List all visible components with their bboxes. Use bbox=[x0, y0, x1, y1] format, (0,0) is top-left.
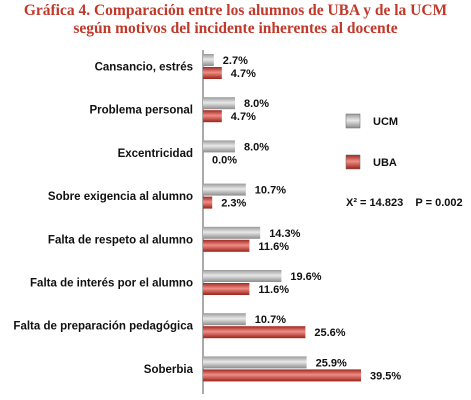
legend-swatch-ucm bbox=[345, 113, 361, 129]
bar-ucm bbox=[203, 270, 282, 282]
bar-ucm bbox=[203, 226, 261, 239]
category-label: Soberbia bbox=[144, 364, 194, 376]
value-label-ucm: 10.7% bbox=[255, 185, 286, 197]
value-label-ucm: 8.0% bbox=[244, 141, 269, 153]
bar-uba bbox=[203, 239, 250, 252]
bar-ucm bbox=[203, 97, 235, 110]
chart-title-line1: Gráfica 4. Comparación entre los alumnos… bbox=[23, 2, 448, 19]
bar-uba bbox=[203, 196, 213, 209]
chi-square-annotation: X² = 14.823 P = 0.002 bbox=[346, 197, 463, 209]
category-label: Problema personal bbox=[89, 105, 193, 117]
bar-ucm bbox=[203, 356, 307, 369]
bar-uba bbox=[203, 67, 222, 79]
bar-ucm bbox=[203, 54, 214, 66]
bar-ucm bbox=[203, 140, 235, 153]
value-label-ucm: 8.0% bbox=[244, 98, 269, 110]
legend-label-uba: UBA bbox=[373, 157, 397, 169]
value-label-uba: 11.6% bbox=[258, 241, 289, 253]
value-label-ucm: 25.9% bbox=[316, 357, 347, 369]
bar-uba bbox=[203, 326, 306, 339]
value-label-uba: 25.6% bbox=[314, 327, 345, 339]
value-label-ucm: 14.3% bbox=[269, 228, 300, 240]
legend-swatch-uba bbox=[345, 154, 361, 170]
chart-title-line2: según motivos del incidente inherentes a… bbox=[73, 20, 398, 37]
value-label-uba: 11.6% bbox=[258, 284, 289, 296]
chart-title: Gráfica 4. Comparación entre los alumnos… bbox=[0, 2, 471, 38]
bar-uba bbox=[203, 110, 222, 123]
category-label: Sobre exigencia al alumno bbox=[48, 191, 193, 203]
category-label: Excentricidad bbox=[118, 148, 193, 160]
category-label: Falta de respeto al alumno bbox=[48, 234, 193, 246]
bar-uba bbox=[203, 283, 250, 295]
value-label-uba: 4.7% bbox=[231, 111, 256, 123]
value-label-uba: 39.5% bbox=[370, 370, 401, 382]
value-label-uba: 2.3% bbox=[221, 198, 246, 210]
category-label: Falta de interés por el alumno bbox=[30, 278, 193, 290]
legend-label-ucm: UCM bbox=[373, 116, 398, 128]
value-label-uba: 0.0% bbox=[212, 154, 237, 166]
category-label: Cansancio, estrés bbox=[95, 62, 193, 74]
category-label: Falta de preparación pedagógica bbox=[13, 321, 193, 333]
value-label-ucm: 19.6% bbox=[290, 271, 321, 283]
bar-ucm bbox=[203, 313, 246, 326]
value-label-ucm: 10.7% bbox=[255, 314, 286, 326]
value-label-ucm: 2.7% bbox=[223, 55, 248, 67]
bar-uba bbox=[203, 369, 361, 382]
value-label-uba: 4.7% bbox=[231, 68, 256, 80]
bar-ucm bbox=[203, 183, 246, 196]
